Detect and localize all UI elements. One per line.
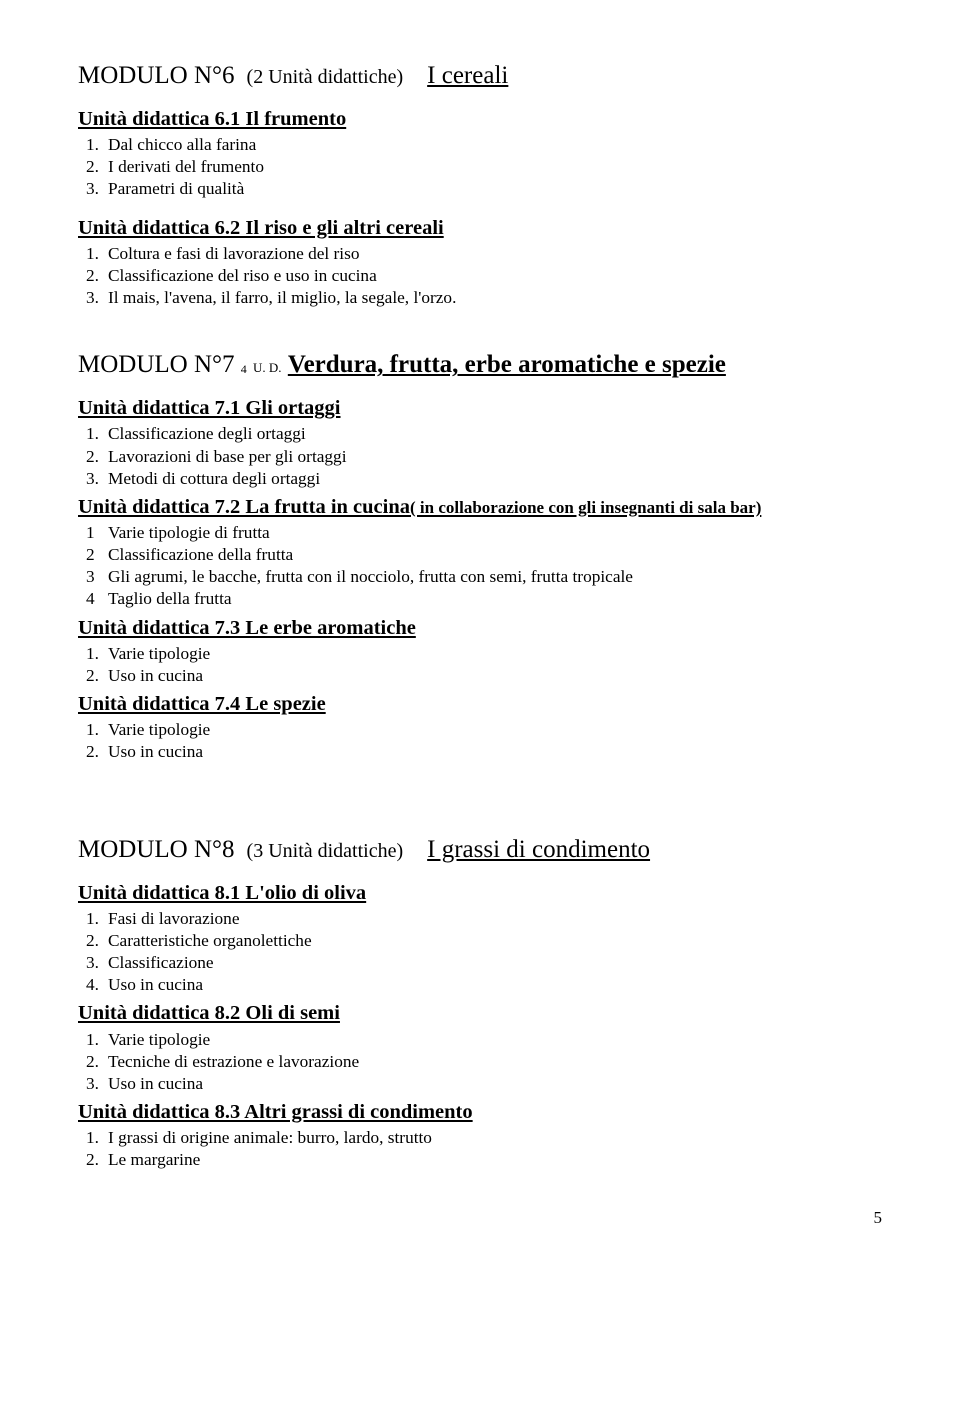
unit-7-2-list: Varie tipologie di frutta Classificazion… <box>78 522 882 611</box>
module-6-prefix: MODULO N°6 <box>78 62 235 89</box>
list-item: Varie tipologie <box>108 1029 882 1051</box>
list-item: Gli agrumi, le bacche, frutta con il noc… <box>108 566 882 588</box>
list-item: Coltura e fasi di lavorazione del riso <box>108 243 882 265</box>
module-7-subnum: 4 <box>241 362 247 376</box>
list-item: Il mais, l'avena, il farro, il miglio, l… <box>108 287 882 309</box>
unit-7-3-list: Varie tipologie Uso in cucina <box>78 643 882 687</box>
unit-6-2-list: Coltura e fasi di lavorazione del riso C… <box>78 243 882 309</box>
unit-8-1-list: Fasi di lavorazione Caratteristiche orga… <box>78 908 882 997</box>
page-number: 5 <box>78 1207 882 1229</box>
list-item: Metodi di cottura degli ortaggi <box>108 468 882 490</box>
module-6-title: MODULO N°6 (2 Unità didattiche) I cereali <box>78 60 882 92</box>
unit-6-2-title: Unità didattica 6.2 Il riso e gli altri … <box>78 215 882 241</box>
module-7-title: MODULO N°7 4 U. D. Verdura, frutta, erbe… <box>78 349 882 381</box>
list-item: Caratteristiche organolettiche <box>108 930 882 952</box>
list-item: Uso in cucina <box>108 665 882 687</box>
unit-7-2-title-note: ( in collaborazione con gli insegnanti d… <box>410 498 761 517</box>
list-item: Taglio della frutta <box>108 588 882 610</box>
unit-7-4-title: Unità didattica 7.4 Le spezie <box>78 691 882 717</box>
list-item: Uso in cucina <box>108 1073 882 1095</box>
module-8-title: MODULO N°8 (3 Unità didattiche) I grassi d… <box>78 834 882 866</box>
module-8-prefix: MODULO N°8 <box>78 836 235 863</box>
unit-7-2-title: Unità didattica 7.2 La frutta in cucina(… <box>78 494 882 520</box>
list-item: Classificazione degli ortaggi <box>108 423 882 445</box>
unit-7-3-title: Unità didattica 7.3 Le erbe aromatiche <box>78 615 882 641</box>
module-8-count: (3 Unità didattiche) <box>247 840 404 862</box>
list-item: Classificazione <box>108 952 882 974</box>
list-item: Classificazione della frutta <box>108 544 882 566</box>
unit-7-1-title: Unità didattica 7.1 Gli ortaggi <box>78 395 882 421</box>
module-8-topic: I grassi di condimento <box>427 836 650 863</box>
list-item: Le margarine <box>108 1149 882 1171</box>
module-6-topic: I cereali <box>427 62 508 89</box>
list-item: Lavorazioni di base per gli ortaggi <box>108 446 882 468</box>
list-item: Tecniche di estrazione e lavorazione <box>108 1051 882 1073</box>
module-6-count: (2 Unità didattiche) <box>247 66 404 88</box>
unit-8-1-title: Unità didattica 8.1 L'olio di oliva <box>78 880 882 906</box>
list-item: I grassi di origine animale: burro, lard… <box>108 1127 882 1149</box>
unit-7-2-title-main: Unità didattica 7.2 La frutta in cucina <box>78 496 410 518</box>
module-7-topic: Verdura, frutta, erbe aromatiche e spezi… <box>288 351 726 378</box>
unit-8-3-title: Unità didattica 8.3 Altri grassi di cond… <box>78 1099 882 1125</box>
list-item: Varie tipologie <box>108 719 882 741</box>
unit-8-3-list: I grassi di origine animale: burro, lard… <box>78 1127 882 1171</box>
module-7-ud: U. D. <box>253 360 282 375</box>
list-item: Varie tipologie <box>108 643 882 665</box>
list-item: Classificazione del riso e uso in cucina <box>108 265 882 287</box>
list-item: I derivati del frumento <box>108 156 882 178</box>
list-item: Fasi di lavorazione <box>108 908 882 930</box>
unit-8-2-list: Varie tipologie Tecniche di estrazione e… <box>78 1029 882 1095</box>
unit-6-1-list: Dal chicco alla farina I derivati del fr… <box>78 134 882 200</box>
list-item: Uso in cucina <box>108 741 882 763</box>
unit-6-1-title: Unità didattica 6.1 Il frumento <box>78 106 882 132</box>
list-item: Parametri di qualità <box>108 178 882 200</box>
module-7-prefix: MODULO N°7 <box>78 351 235 378</box>
list-item: Varie tipologie di frutta <box>108 522 882 544</box>
unit-8-2-title: Unità didattica 8.2 Oli di semi <box>78 1000 882 1026</box>
unit-7-4-list: Varie tipologie Uso in cucina <box>78 719 882 763</box>
list-item: Uso in cucina <box>108 974 882 996</box>
list-item: Dal chicco alla farina <box>108 134 882 156</box>
unit-7-1-list: Classificazione degli ortaggi Lavorazion… <box>78 423 882 489</box>
